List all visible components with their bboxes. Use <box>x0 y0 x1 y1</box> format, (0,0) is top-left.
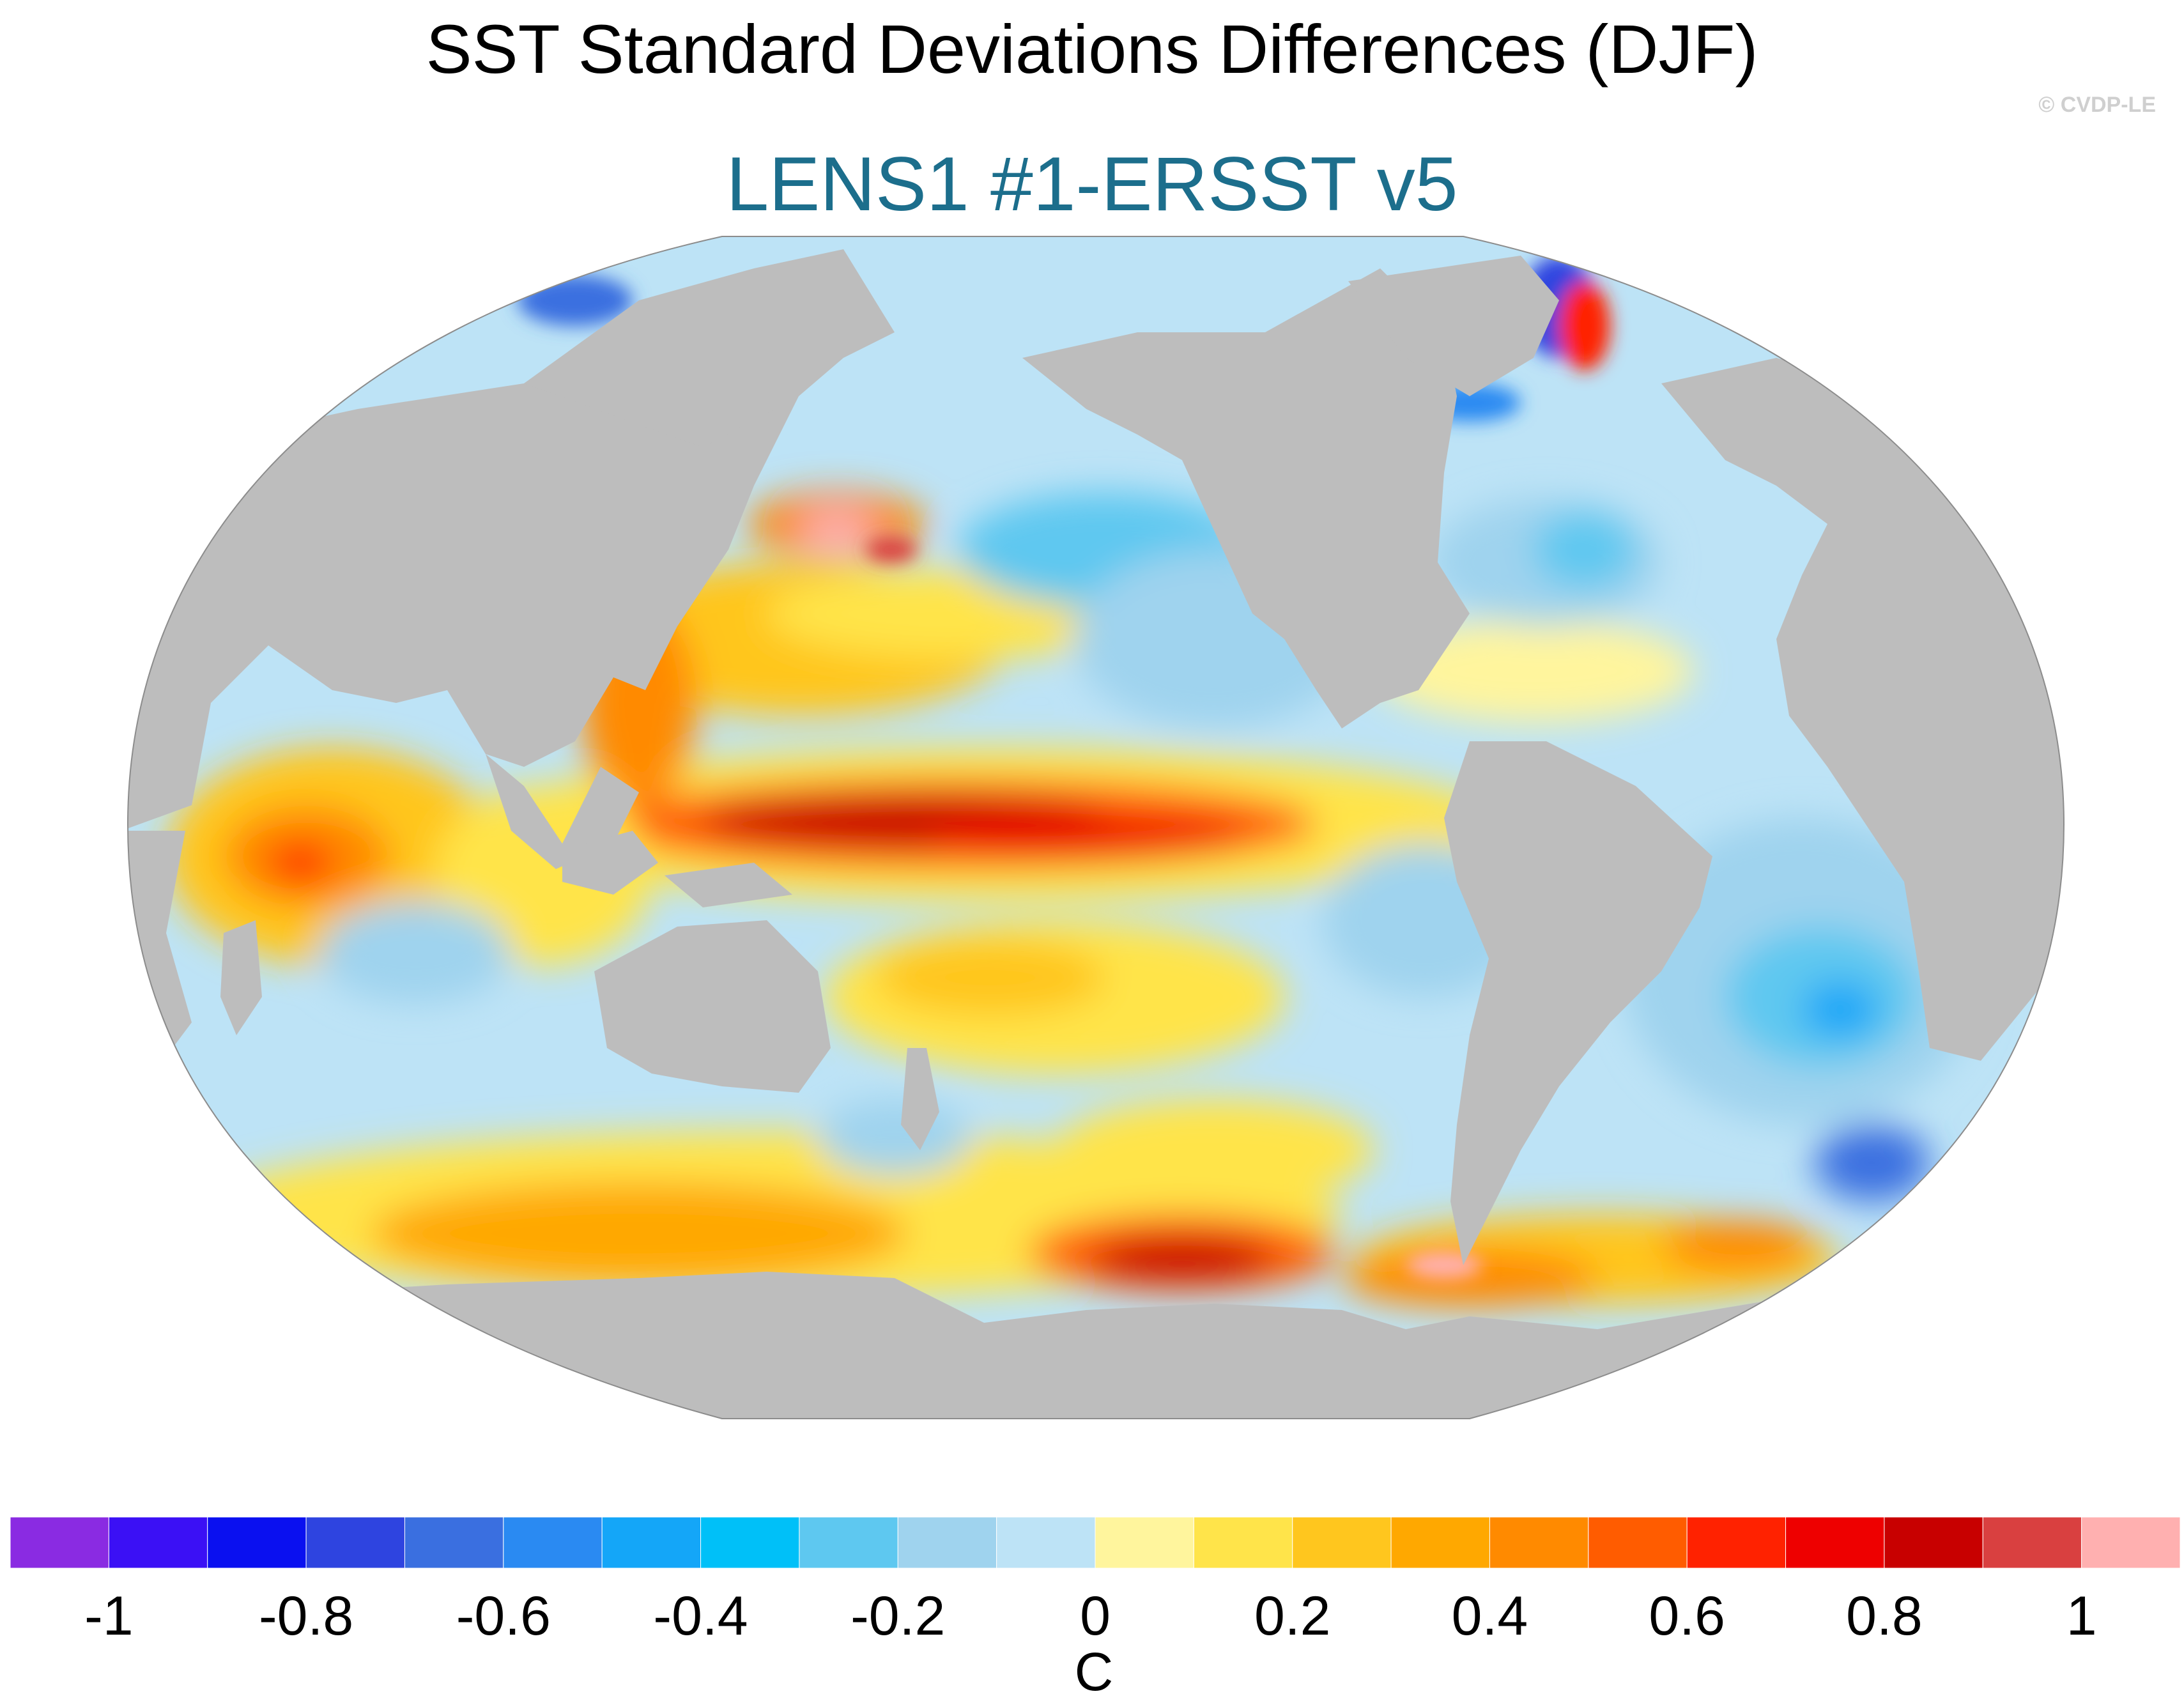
colorbar-tick-label: -0.4 <box>653 1585 748 1647</box>
land-south-america <box>1444 741 1712 1265</box>
colorbar-swatch <box>1095 1516 1194 1569</box>
land-new-zealand <box>901 1048 939 1150</box>
colorbar-tick-label: -0.6 <box>456 1585 551 1647</box>
map-title: SST Standard Deviations Differences (DJF… <box>426 10 1758 88</box>
colorbar-unit-label: C <box>1074 1642 1114 1702</box>
land-africa-europe-east <box>1661 358 2064 1061</box>
colorbar-swatch <box>700 1516 800 1569</box>
land-madagascar <box>220 920 262 1035</box>
colorbar-tick-label: -0.8 <box>258 1585 354 1647</box>
colorbar-swatch <box>404 1516 504 1569</box>
colorbar-tick-label: 0.6 <box>1649 1585 1725 1647</box>
colorbar-swatch <box>1588 1516 1688 1569</box>
colorbar-swatch <box>996 1516 1096 1569</box>
colorbar-swatch <box>1292 1516 1392 1569</box>
colorbar-swatch <box>503 1516 603 1569</box>
colorbar-swatch <box>108 1516 208 1569</box>
land-north-america <box>1022 268 1470 728</box>
colorbar-tick-label: 0 <box>1080 1585 1111 1647</box>
colorbar-swatch <box>1982 1516 2082 1569</box>
land-borneo <box>562 831 658 895</box>
land-australia <box>594 920 831 1093</box>
globe-outline <box>127 236 2065 1419</box>
colorbar-swatch <box>799 1516 898 1569</box>
colorbar-swatch <box>2081 1516 2181 1569</box>
colorbar-swatch <box>1489 1516 1589 1569</box>
colorbar-tick-label: -0.2 <box>850 1585 946 1647</box>
colorbar-swatch <box>1785 1516 1885 1569</box>
colorbar-swatch <box>1884 1516 1983 1569</box>
land-greenland <box>1348 256 1559 396</box>
land-masses <box>128 249 2064 1419</box>
map-subtitle: LENS1 #1-ERSST v5 <box>726 141 1458 227</box>
colorbar-swatch <box>207 1516 307 1569</box>
colorbar-tick-label: 0.2 <box>1254 1585 1331 1647</box>
copyright-label: © CVDP-LE <box>2038 93 2156 117</box>
colorbar-swatch <box>1686 1516 1787 1569</box>
colorbar-swatch <box>305 1516 405 1569</box>
colorbar-tick-label: 0.8 <box>1846 1585 1923 1647</box>
colorbar <box>10 1516 2181 1569</box>
colorbar-swatch <box>1193 1516 1293 1569</box>
colorbar-tick-label: -1 <box>84 1585 134 1647</box>
colorbar-tick-label: 1 <box>2066 1585 2097 1647</box>
colorbar-swatch <box>601 1516 702 1569</box>
land-siberia <box>524 249 895 447</box>
colorbar-swatch <box>10 1516 109 1569</box>
colorbar-tick-label: 0.4 <box>1451 1585 1528 1647</box>
colorbar-swatch <box>897 1516 997 1569</box>
land-new-guinea <box>665 863 792 907</box>
colorbar-swatch <box>1390 1516 1490 1569</box>
